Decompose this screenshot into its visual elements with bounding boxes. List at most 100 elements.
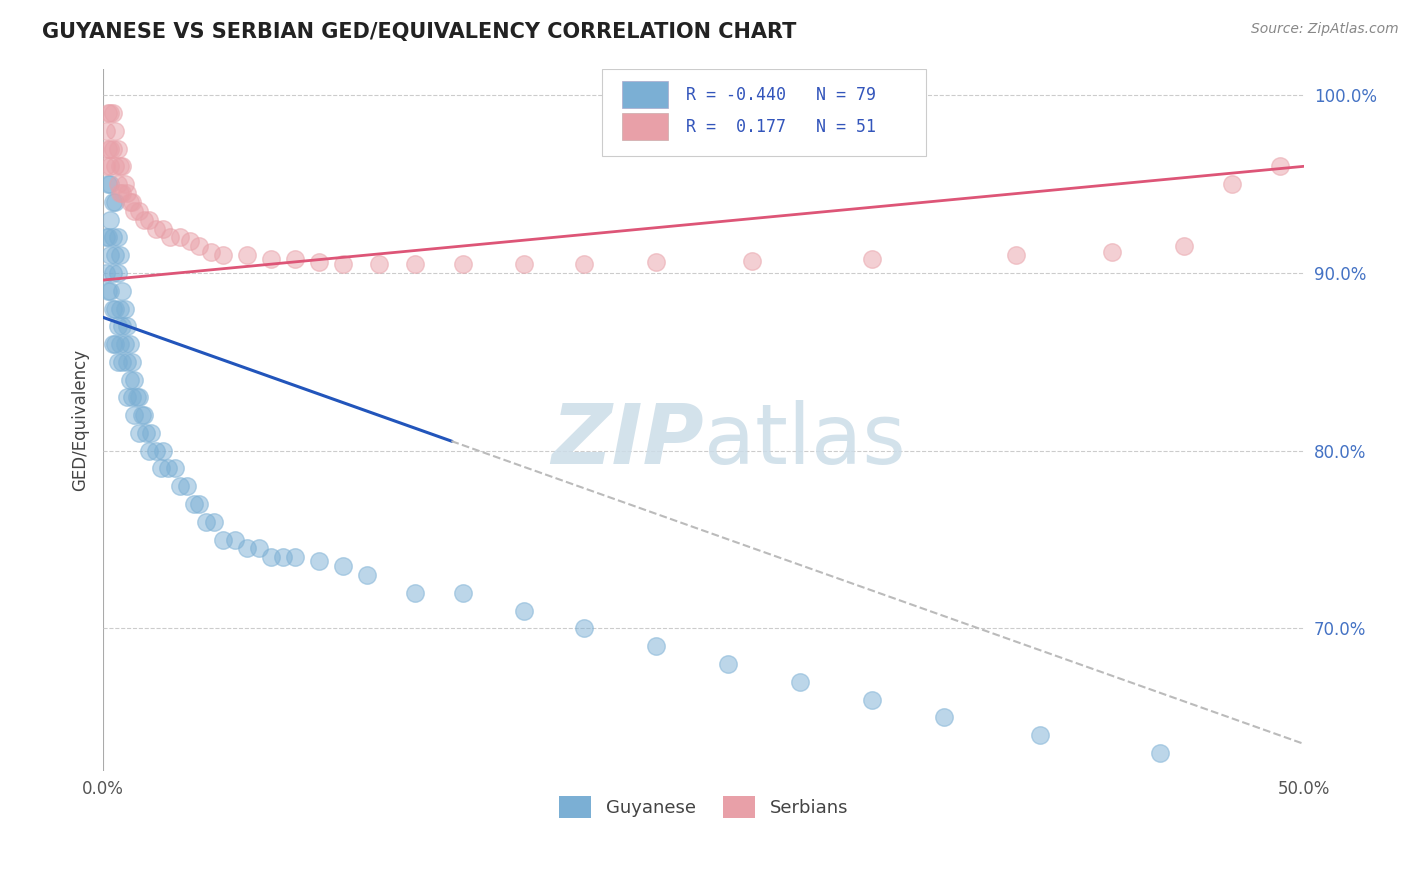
Point [128,390,150,404]
Text: R = -0.440   N = 79: R = -0.440 N = 79 [686,86,876,103]
Point [271,550,294,565]
Point [512,257,534,271]
Point [368,257,391,271]
Point [125,390,148,404]
Point [124,203,146,218]
Point [789,674,811,689]
Point [97,177,120,191]
Point [1149,746,1171,760]
Point [212,248,235,262]
Point [94,230,117,244]
Point [118,194,141,209]
Point [202,515,225,529]
Point [247,541,270,556]
Point [121,390,143,404]
Point [131,408,153,422]
Point [114,177,136,191]
Point [115,319,138,334]
Point [101,266,124,280]
Point [169,479,191,493]
Point [356,568,378,582]
Point [1029,728,1052,742]
Text: atlas: atlas [703,401,905,481]
Point [188,239,211,253]
Point [107,266,129,280]
Point [97,106,120,120]
Point [128,425,150,440]
Point [156,461,179,475]
Point [308,255,330,269]
Point [152,443,174,458]
Point [118,373,141,387]
Point [135,425,157,440]
Point [132,408,155,422]
Point [124,373,146,387]
Point [159,230,181,244]
Point [572,622,595,636]
Point [121,355,143,369]
Point [145,221,167,235]
Point [260,252,283,266]
Point [644,640,666,654]
Point [98,212,121,227]
Point [108,301,131,316]
Point [104,337,127,351]
Point [169,230,191,244]
Bar [621,81,668,108]
Point [332,559,354,574]
Point [195,515,218,529]
Text: R =  0.177   N = 51: R = 0.177 N = 51 [686,118,876,136]
Point [114,337,136,351]
Point [932,710,955,724]
Point [104,159,127,173]
Legend: Guyanese, Serbians: Guyanese, Serbians [551,789,856,825]
Point [138,212,160,227]
Point [644,255,666,269]
Point [128,203,150,218]
Point [97,230,120,244]
Point [98,284,121,298]
Point [1270,159,1292,173]
Point [97,141,120,155]
Point [107,230,129,244]
Point [98,159,121,173]
Point [284,252,307,266]
Bar [621,113,668,140]
Point [107,177,129,191]
Point [111,284,134,298]
Point [98,106,121,120]
Point [145,443,167,458]
Text: ZIP: ZIP [551,401,703,481]
Point [860,692,883,706]
Point [108,248,131,262]
Point [165,461,187,475]
Point [138,443,160,458]
Point [308,554,330,568]
Point [1005,248,1028,262]
Point [115,390,138,404]
Point [176,479,198,493]
Point [98,177,121,191]
Text: GUYANESE VS SERBIAN GED/EQUIVALENCY CORRELATION CHART: GUYANESE VS SERBIAN GED/EQUIVALENCY CORR… [42,22,797,42]
Y-axis label: GED/Equivalency: GED/Equivalency [72,349,89,491]
Point [236,248,259,262]
Point [141,425,163,440]
Point [212,533,235,547]
Point [260,550,283,565]
Point [1220,177,1243,191]
Point [111,355,134,369]
FancyBboxPatch shape [602,69,927,156]
Point [188,497,211,511]
Point [860,252,883,266]
Point [114,301,136,316]
Point [107,355,129,369]
Point [111,159,134,173]
Point [121,194,143,209]
Point [108,337,131,351]
Point [104,194,127,209]
Point [149,461,172,475]
Point [108,159,131,173]
Point [94,159,117,173]
Point [107,319,129,334]
Point [97,284,120,298]
